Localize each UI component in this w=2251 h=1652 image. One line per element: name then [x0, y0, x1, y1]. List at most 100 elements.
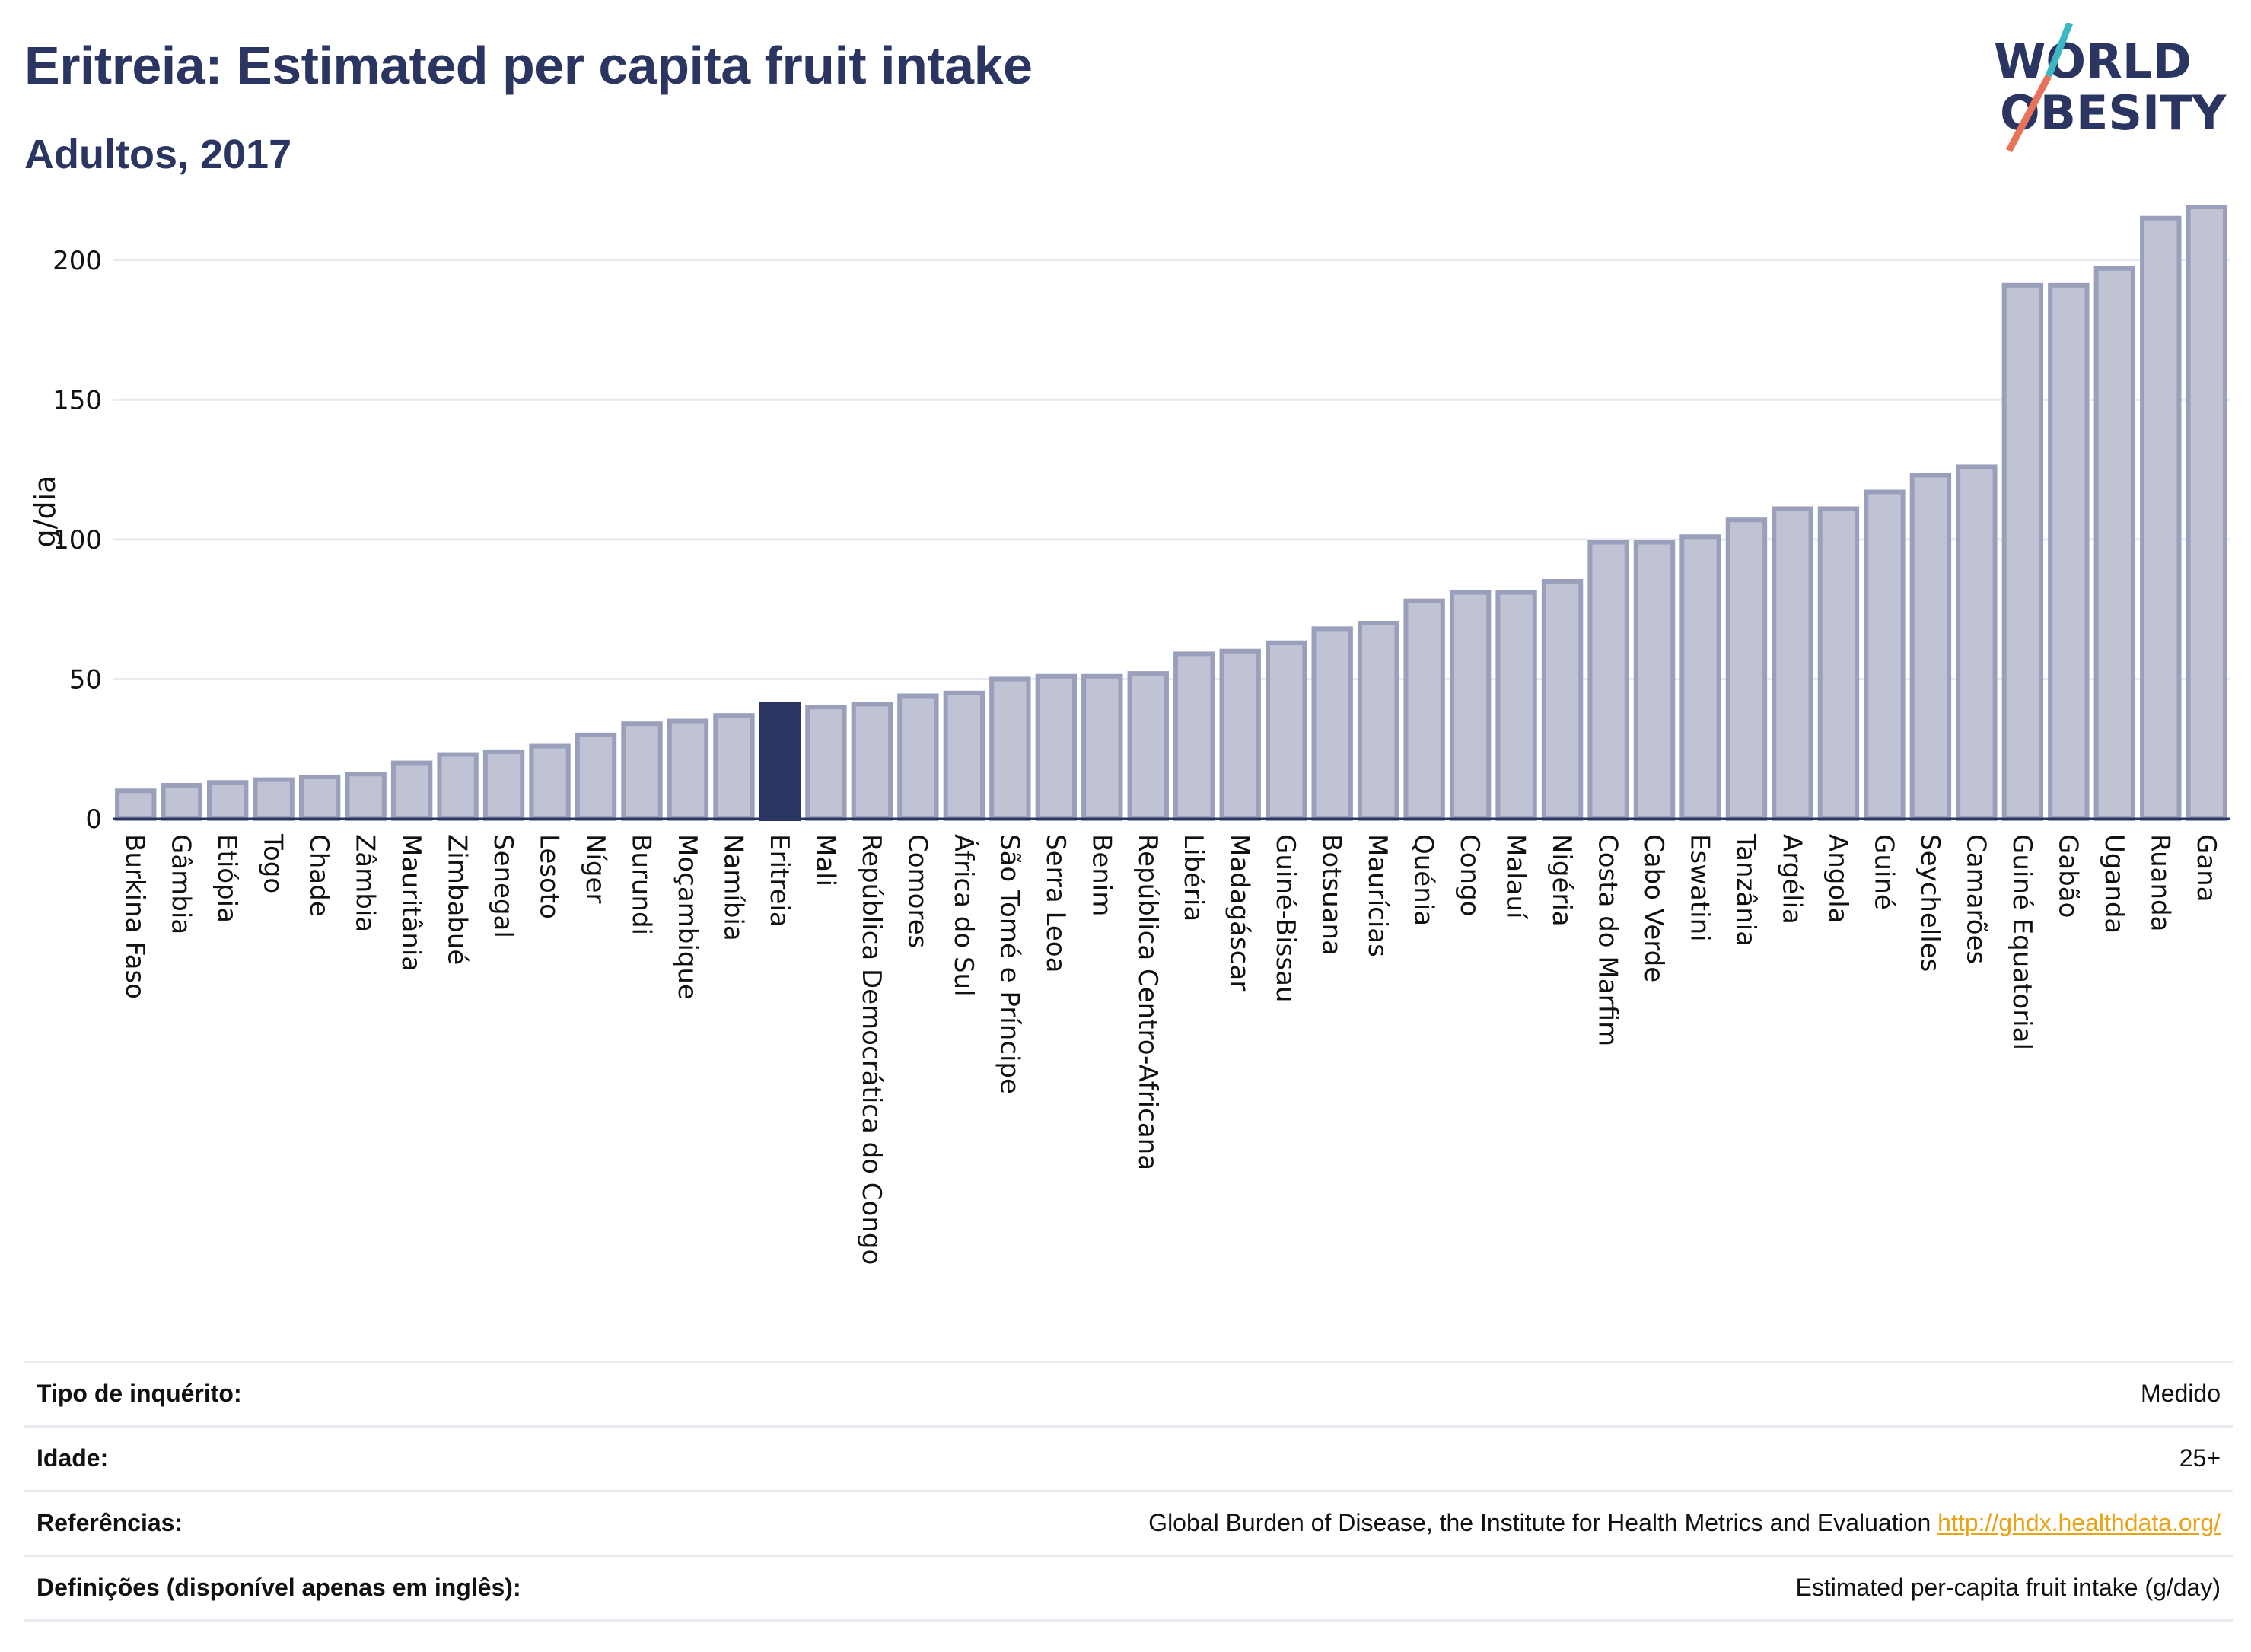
bar — [1127, 671, 1169, 822]
x-tick-label: Benim — [1086, 834, 1116, 916]
y-axis-label: g/dia — [28, 476, 62, 548]
x-tick-label: Nigéria — [1546, 834, 1577, 927]
x-tick-label: Guiné-Bissau — [1270, 834, 1301, 1002]
y-axis-ticks: 0 50 100 150 200 — [53, 246, 102, 835]
x-tick-label: Costa do Marfim — [1593, 834, 1623, 1046]
info-table: Tipo de inquérito: Medido Idade: 25+ Ref… — [24, 1361, 2233, 1622]
info-key: Referências: — [37, 1509, 183, 1536]
bar — [1864, 489, 1906, 821]
x-tick-label: Ruanda — [2144, 834, 2175, 931]
x-tick-label: Namíbia — [718, 834, 748, 941]
x-tick-label: Uganda — [2099, 834, 2129, 934]
info-key: Tipo de inquérito: — [37, 1380, 242, 1407]
bar — [1817, 506, 1860, 821]
bar — [1035, 673, 1077, 821]
bar — [437, 752, 479, 822]
info-value: 25+ — [2179, 1444, 2221, 1472]
y-tick-label: 200 — [53, 246, 102, 276]
x-tick-label: Moçambique — [672, 834, 702, 1000]
bar — [1357, 621, 1399, 821]
x-tick-label: Comores — [902, 834, 932, 948]
bar — [529, 743, 571, 821]
info-row-age: Idade: 25+ — [24, 1425, 2233, 1490]
bar — [1909, 473, 1952, 821]
bar — [1219, 648, 1261, 821]
x-tick-label: Eswatini — [1685, 834, 1715, 942]
info-value: Medido — [2141, 1380, 2221, 1407]
x-tick-label: Etiópia — [212, 834, 242, 923]
x-tick-label: Quénia — [1409, 834, 1439, 926]
x-tick-label: Libéria — [1178, 834, 1208, 921]
x-tick-label: Tanzânia — [1730, 833, 1761, 947]
x-tick-label: Lesoto — [534, 834, 565, 919]
bar — [1081, 673, 1123, 821]
x-tick-label: Eritreia — [764, 834, 794, 928]
x-tick-label: Madagáscar — [1224, 834, 1255, 991]
x-axis-labels: Burkina Faso Gâmbia Etiópia Togo Chade Zâmbia… — [119, 833, 2221, 1265]
bar — [298, 774, 341, 822]
x-tick-label: Burkina Faso — [119, 834, 150, 999]
info-value-references: Global Burden of Disease, the Institute … — [1148, 1509, 2221, 1537]
x-tick-label: Botsuana — [1317, 834, 1347, 956]
bar — [1449, 590, 1492, 821]
reference-link[interactable]: http://ghdx.healthdata.org/ — [1937, 1509, 2221, 1536]
bar — [1266, 640, 1307, 821]
bar — [897, 693, 939, 822]
bar — [621, 721, 663, 822]
x-tick-label: Angola — [1823, 834, 1853, 923]
bar — [2001, 282, 2044, 822]
bars — [115, 205, 2227, 822]
x-tick-label: Senegal — [488, 834, 518, 938]
bar — [1311, 626, 1353, 821]
x-tick-label: Guiné — [1868, 834, 1899, 910]
bar — [207, 780, 249, 821]
x-tick-label: Gâmbia — [166, 834, 196, 934]
bar — [713, 713, 755, 821]
bar — [115, 788, 157, 822]
y-tick-label: 50 — [69, 664, 102, 695]
info-row-references: Referências: Global Burden of Disease, t… — [24, 1490, 2233, 1555]
bar — [575, 732, 617, 821]
logo-slash-top — [2045, 23, 2074, 78]
bar — [851, 702, 893, 821]
world-obesity-logo: WORLD OBESITY — [1994, 23, 2227, 153]
bar — [1679, 534, 1721, 821]
bar — [2186, 205, 2227, 821]
logo-slash-bottom — [2006, 74, 2052, 153]
x-tick-label: Mali — [810, 834, 840, 886]
x-tick-label: Gabão — [2052, 834, 2083, 918]
bar — [943, 690, 985, 821]
bar — [2093, 266, 2135, 821]
x-tick-label: Seychelles — [1915, 834, 1945, 972]
bar — [1587, 540, 1629, 821]
y-tick-label: 0 — [85, 804, 102, 835]
x-tick-label: Guiné Equatorial — [2007, 834, 2037, 1050]
bar — [805, 705, 847, 822]
bar — [989, 676, 1031, 822]
bar — [667, 718, 709, 821]
bar — [1633, 540, 1676, 821]
x-tick-label: Gana — [2191, 834, 2221, 902]
x-tick-label: Serra Leoa — [1040, 834, 1071, 972]
x-tick-label: Mauritânia — [396, 834, 426, 972]
x-tick-label: África do Sul — [948, 834, 979, 997]
chart-title: Eritreia: Estimated per capita fruit int… — [24, 36, 1033, 95]
x-tick-label: Cabo Verde — [1638, 834, 1669, 982]
info-key: Idade: — [37, 1444, 109, 1472]
x-tick-label: Congo — [1454, 834, 1485, 916]
x-tick-label: República Centro-Africana — [1132, 834, 1163, 1170]
bar-highlighted — [759, 702, 801, 821]
x-tick-label: Zimbabué — [442, 834, 473, 965]
x-tick-label: Burundi — [626, 834, 657, 935]
info-row-definitions: Definições (disponível apenas em inglês)… — [24, 1555, 2233, 1622]
bar — [1725, 517, 1768, 821]
x-tick-label: Chade — [304, 834, 334, 917]
x-tick-label: República Democrática do Congo — [856, 834, 887, 1265]
bar — [1403, 598, 1445, 821]
info-value: Estimated per-capita fruit intake (g/day… — [1795, 1574, 2221, 1601]
x-tick-label: Malauí — [1501, 834, 1531, 920]
bar — [1956, 464, 1998, 821]
bar — [482, 749, 525, 821]
x-tick-label: Zâmbia — [350, 834, 380, 932]
bar — [345, 772, 387, 821]
